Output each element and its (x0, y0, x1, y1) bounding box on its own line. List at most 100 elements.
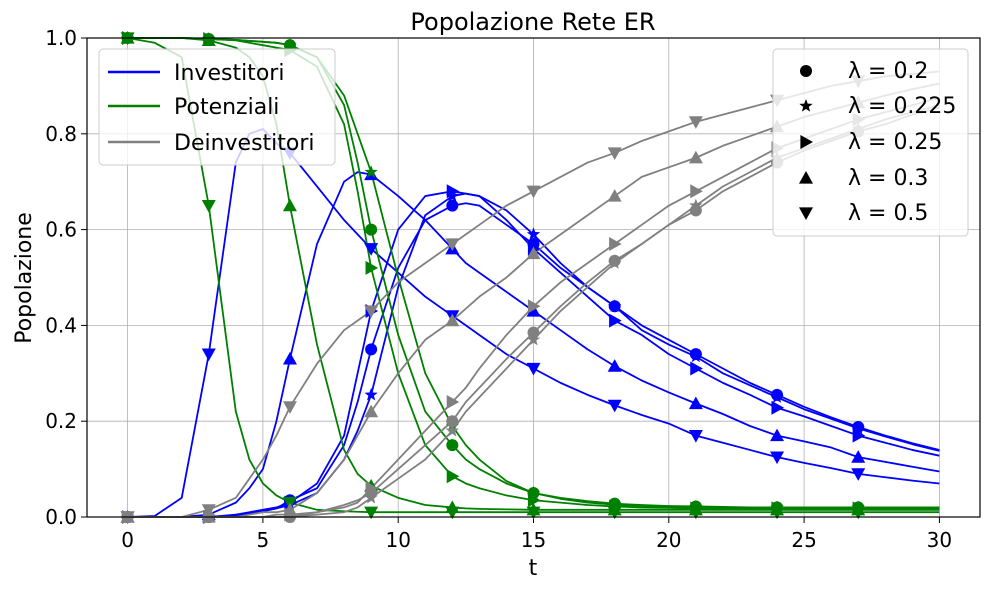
series-marker-deinvestitori-0.25 (690, 184, 703, 199)
series-marker-deinvestitori-0.3 (607, 189, 622, 202)
series-marker-deinvestitori-0.2 (527, 326, 540, 339)
series-marker-deinvestitori-0.225 (445, 423, 459, 437)
series-marker-deinvestitori-0.5 (688, 116, 703, 129)
legend-lambda: λ = 0.2 λ = 0.225 λ = 0.25 λ = 0.3 λ = 0… (772, 48, 969, 237)
legend-marker-circle (800, 65, 812, 77)
legend-groups: Investitori Potenziali Deinvestitori (98, 48, 336, 166)
series-marker-investitori-0.5 (364, 243, 379, 256)
y-tick-label: 0.8 (45, 122, 77, 146)
series-line-potenziali-0.25 (127, 37, 940, 510)
series-marker-potenziali-0.3 (282, 198, 297, 212)
x-tick-label: 5 (257, 528, 270, 552)
y-tick-label: 1.0 (45, 26, 77, 50)
series-marker-potenziali-0.2 (446, 439, 459, 452)
y-axis-ticks: 0.0 0.2 0.4 0.6 0.8 1.0 (45, 26, 87, 529)
series-marker-investitori-0.3 (607, 359, 622, 372)
series-marker-investitori-0.225 (526, 227, 541, 241)
x-tick-label: 30 (927, 528, 952, 552)
legend-marker-triangle-down (799, 207, 813, 220)
series-marker-investitori-0.3 (688, 396, 703, 410)
legend-label-lambda-0.2: λ = 0.2 (848, 59, 928, 84)
legend-marker-triangle-up (799, 171, 813, 184)
series-marker-investitori-0.2 (608, 300, 621, 313)
series-marker-deinvestitori-0.2 (689, 204, 702, 217)
series-marker-deinvestitori-0.2 (446, 415, 459, 428)
series-marker-investitori-0.3 (770, 428, 785, 442)
series-marker-deinvestitori-0.5 (445, 238, 460, 251)
x-tick-label: 15 (521, 528, 546, 552)
legend-label-investitori: Investitori (174, 61, 284, 86)
series-marker-potenziali-0.2 (689, 500, 702, 513)
legend-lambda-box (772, 48, 969, 237)
series-marker-potenziali-0.2 (202, 32, 215, 45)
x-tick-label: 0 (121, 528, 134, 552)
series-marker-deinvestitori-0.5 (526, 185, 541, 199)
series-marker-investitori-0.5 (770, 451, 785, 465)
series-marker-investitori-0.5 (851, 468, 866, 481)
x-axis-label: t (529, 556, 538, 581)
series-marker-investitori-0.3 (526, 304, 541, 317)
series-marker-potenziali-0.2 (608, 497, 621, 510)
series-marker-deinvestitori-0.2 (608, 254, 621, 267)
y-tick-label: 0.0 (45, 505, 77, 529)
series-marker-deinvestitori-0.5 (607, 147, 622, 160)
series-marker-investitori-0.5 (526, 362, 541, 376)
series-marker-deinvestitori-0.2 (365, 487, 378, 500)
series-marker-deinvestitori-0.3 (688, 150, 703, 164)
series-marker-potenziali-0.2 (771, 501, 784, 514)
series-marker-deinvestitori-0.25 (446, 395, 460, 410)
series-marker-investitori-0.5 (688, 429, 703, 443)
legend-marker-star (799, 99, 813, 112)
x-tick-label: 10 (385, 528, 410, 552)
series-marker-potenziali-0.5 (201, 200, 216, 213)
series-marker-potenziali-0.25 (365, 260, 379, 275)
series-marker-deinvestitori-0.225 (526, 332, 541, 346)
legend-label-deinvestitori: Deinvestitori (174, 131, 315, 156)
legend-lambda-markers (799, 65, 813, 220)
plot-frame (86, 37, 981, 518)
series-marker-potenziali-0.3 (526, 502, 541, 516)
legend-label-lambda-0.3: λ = 0.3 (848, 166, 928, 191)
series-marker-investitori-0.3 (851, 450, 866, 463)
legend-label-lambda-0.5: λ = 0.5 (848, 201, 928, 226)
series-marker-investitori-0.25 (771, 400, 785, 415)
series-marker-investitori-0.2 (852, 420, 865, 433)
series-marker-deinvestitori-0.3 (364, 404, 379, 418)
chart-title: Popolazione Rete ER (410, 8, 655, 36)
series-marker-potenziali-0.25 (446, 469, 460, 484)
series-markers (120, 31, 866, 524)
x-tick-label: 20 (656, 528, 681, 552)
legend-label-lambda-0.25: λ = 0.25 (848, 130, 942, 155)
series-marker-investitori-0.3 (282, 351, 297, 365)
legend-groups-box (98, 48, 336, 166)
series-marker-investitori-0.5 (201, 348, 216, 362)
series-marker-deinvestitori-0.5 (364, 305, 379, 319)
series-marker-potenziali-0.225 (364, 165, 378, 178)
series-marker-investitori-0.25 (690, 361, 703, 376)
y-tick-label: 0.2 (45, 409, 77, 433)
series-marker-potenziali-0.2 (852, 501, 865, 514)
series-marker-investitori-0.2 (446, 199, 459, 212)
series-marker-potenziali-0.2 (365, 223, 378, 236)
series-marker-potenziali-0.2 (527, 487, 540, 500)
series-line-potenziali-0.5 (127, 37, 940, 514)
x-tick-label: 25 (791, 528, 816, 552)
legend-marker-triangle-right (800, 135, 813, 149)
legend-label-potenziali: Potenziali (174, 95, 279, 120)
series-marker-potenziali-0.2 (283, 39, 296, 52)
series-marker-investitori-0.2 (527, 237, 540, 250)
series-line-potenziali-0.2 (127, 37, 940, 509)
series-marker-investitori-0.2 (365, 343, 378, 356)
series-marker-investitori-0.2 (689, 348, 702, 361)
series-marker-investitori-0.5 (607, 399, 622, 413)
series-marker-deinvestitori-0.25 (527, 299, 541, 314)
series-marker-potenziali-0.5 (364, 506, 379, 520)
series-marker-investitori-0.225 (445, 189, 459, 202)
series-marker-investitori-0.225 (364, 387, 378, 401)
series-line-investitori-0.2 (127, 202, 940, 518)
series-marker-deinvestitori-0.3 (526, 246, 541, 260)
series-marker-potenziali-0.3 (445, 500, 460, 514)
series-marker-deinvestitori-0.25 (609, 236, 622, 251)
series-marker-investitori-0.2 (771, 388, 784, 401)
